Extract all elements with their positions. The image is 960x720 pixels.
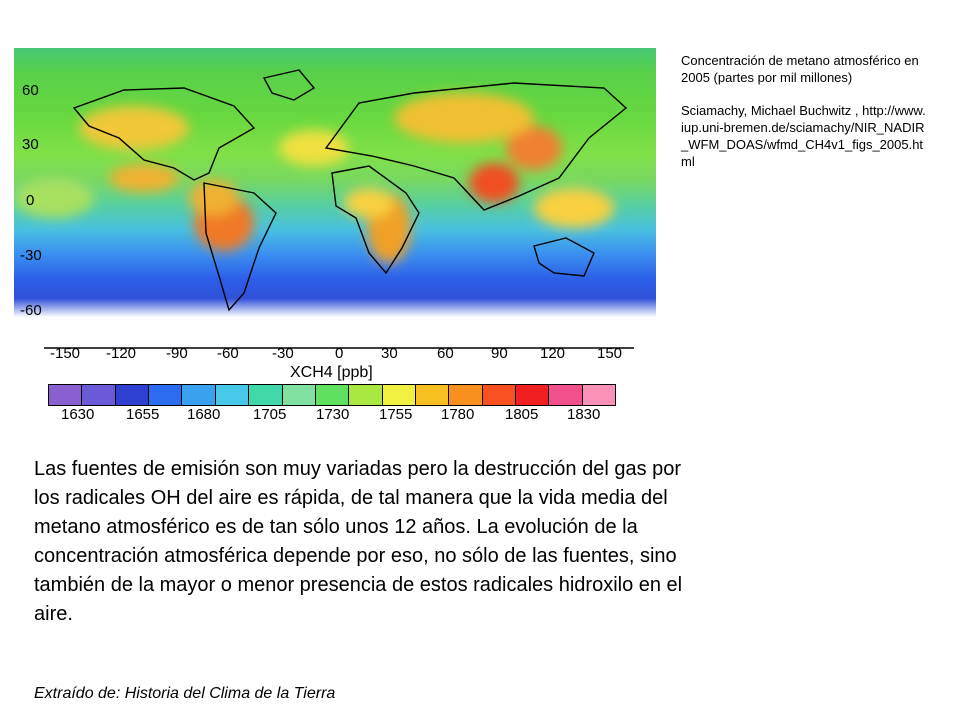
body-paragraph: Las fuentes de emisión son muy variadas … (34, 458, 683, 625)
colorbar-swatch (315, 385, 350, 405)
colorbar-tick: 1705 (253, 406, 287, 423)
colorbar-swatch (82, 385, 116, 405)
colorbar-swatch (382, 385, 416, 405)
colorbar-swatch (282, 385, 316, 405)
colorbar-tick: 1655 (126, 406, 160, 423)
colorbar-tick: 1630 (61, 406, 95, 423)
methane-map: 60 30 0 -30 -60 -150 -120 -90 -60 -30 0 … (14, 48, 656, 361)
colorbar-swatch (482, 385, 517, 405)
colorbar-swatch (415, 385, 450, 405)
coastlines (44, 69, 634, 349)
source-note: Extraído de: Historia del Clima de la Ti… (34, 685, 336, 702)
map-graphic: 60 30 0 -30 -60 -150 -120 -90 -60 -30 0 … (14, 48, 656, 361)
colorbar-swatch (49, 385, 83, 405)
lon-label: 120 (540, 345, 565, 361)
lon-label: -60 (217, 345, 239, 361)
colorbar-swatch (349, 385, 383, 405)
lat-label-minus-30: -30 (20, 247, 42, 264)
colorbar-tick: 1730 (316, 406, 350, 423)
lon-label: 60 (437, 345, 454, 361)
lat-label-30: 30 (22, 136, 39, 153)
lon-label: -150 (50, 345, 80, 361)
colorbar-swatch (516, 385, 550, 405)
colorbar-swatch (149, 385, 183, 405)
colorbar-swatch (249, 385, 283, 405)
colorbar-swatch (549, 385, 583, 405)
lon-label: 30 (381, 345, 398, 361)
colorbar-title: XCH4 [ppb] (290, 364, 373, 381)
colorbar-tick: 1755 (379, 406, 413, 423)
lat-label-minus-60: -60 (20, 302, 42, 319)
caption-title: Concentración de metano atmosférico en 2… (681, 53, 919, 85)
colorbar-swatch (182, 385, 216, 405)
colorbar-tick: 1830 (567, 406, 601, 423)
colorbar (48, 384, 616, 406)
colorbar-swatch (449, 385, 483, 405)
lat-label-0: 0 (26, 192, 34, 209)
colorbar-swatch (215, 385, 250, 405)
colorbar-tick: 1780 (441, 406, 475, 423)
lat-label-60: 60 (22, 82, 39, 99)
lon-label: 90 (491, 345, 508, 361)
concentration-blobs (14, 93, 614, 263)
colorbar-tick: 1680 (187, 406, 221, 423)
lon-label: 150 (597, 345, 622, 361)
longitude-labels: -150 -120 -90 -60 -30 0 30 60 90 120 150 (50, 345, 622, 361)
lon-label: -30 (272, 345, 294, 361)
map-caption: Concentración de metano atmosférico en 2… (681, 52, 926, 186)
lon-label: -90 (166, 345, 188, 361)
latitude-labels: 60 30 0 -30 -60 (20, 82, 42, 319)
colorbar-tick: 1805 (505, 406, 539, 423)
lon-label: 0 (335, 345, 343, 361)
lon-label: -120 (106, 345, 136, 361)
colorbar-swatch (115, 385, 150, 405)
colorbar-swatch (582, 385, 616, 405)
caption-credit: Sciamachy, Michael Buchwitz , http://www… (681, 103, 926, 169)
